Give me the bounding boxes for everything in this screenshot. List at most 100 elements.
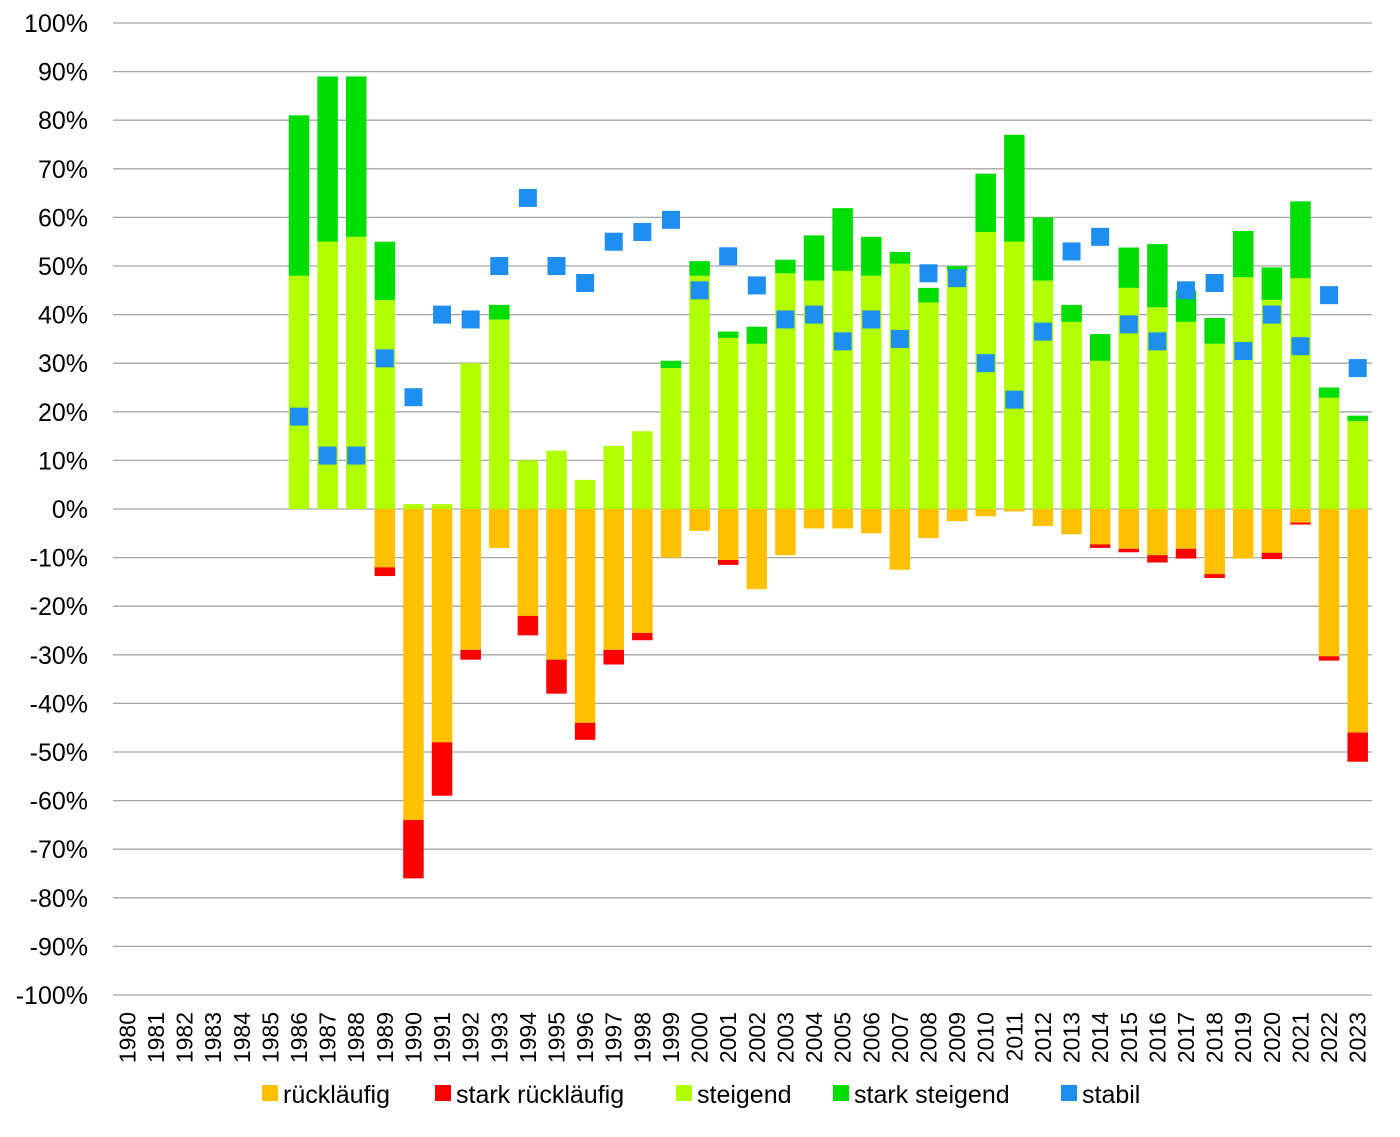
stabil-marker bbox=[1320, 286, 1339, 305]
stabil-marker bbox=[433, 305, 452, 324]
bar-segment bbox=[1089, 334, 1111, 361]
x-tick-label: 2009 bbox=[944, 1012, 970, 1063]
x-tick-label: 2012 bbox=[1030, 1012, 1056, 1063]
x-tick-label: 2017 bbox=[1173, 1012, 1199, 1063]
stabil-marker bbox=[862, 310, 881, 329]
bar-segment bbox=[403, 820, 424, 879]
y-tick-label: 10% bbox=[38, 447, 88, 475]
bar-segment bbox=[946, 266, 968, 271]
stabil-marker bbox=[1205, 274, 1224, 293]
x-tick-label: 1992 bbox=[458, 1012, 484, 1063]
bar-segment bbox=[1318, 397, 1340, 509]
bar-segment bbox=[1261, 509, 1283, 553]
bar-segment bbox=[975, 509, 996, 517]
bar-segment bbox=[317, 76, 338, 242]
bar-segment bbox=[374, 300, 396, 509]
x-tick-label: 1998 bbox=[629, 1012, 655, 1063]
stabil-marker bbox=[1062, 242, 1081, 261]
legend-label: stark rückläufig bbox=[456, 1081, 624, 1109]
bar-segment bbox=[574, 509, 596, 723]
x-tick-label: 1983 bbox=[200, 1012, 226, 1063]
stabil-marker bbox=[375, 349, 394, 368]
bar-segment bbox=[517, 615, 539, 636]
bar-segment bbox=[1290, 201, 1311, 279]
stabil-marker bbox=[461, 310, 480, 329]
bar-segment bbox=[660, 509, 682, 558]
bar-segment bbox=[832, 509, 853, 529]
x-tick-label: 2020 bbox=[1259, 1012, 1285, 1063]
bar-segment bbox=[889, 263, 911, 509]
bar-segment bbox=[803, 235, 825, 281]
y-tick-label: -40% bbox=[30, 690, 88, 718]
bar-segment bbox=[403, 509, 424, 821]
bar-segment bbox=[803, 280, 825, 509]
x-tick-label: 1987 bbox=[315, 1012, 341, 1063]
x-tick-label: 1991 bbox=[429, 1012, 455, 1063]
bar-segment bbox=[1347, 732, 1368, 762]
bar-segment bbox=[431, 509, 453, 743]
x-tick-label: 2016 bbox=[1144, 1012, 1170, 1063]
bar-segment bbox=[975, 173, 996, 232]
bar-segment bbox=[1089, 544, 1111, 548]
bar-segment bbox=[1089, 360, 1111, 509]
bar-segment bbox=[1204, 574, 1225, 579]
bar-segment bbox=[1147, 307, 1168, 509]
stabil-marker bbox=[1177, 281, 1196, 300]
bar-segment bbox=[775, 259, 796, 274]
bar-segment bbox=[918, 287, 939, 303]
bar-segment bbox=[1004, 134, 1025, 242]
x-tick-label: 1999 bbox=[658, 1012, 684, 1063]
x-tick-label: 2010 bbox=[973, 1012, 999, 1063]
bar-segment bbox=[1318, 656, 1340, 661]
y-tick-label: 20% bbox=[38, 399, 88, 427]
legend-swatch bbox=[833, 1085, 849, 1101]
stabil-marker bbox=[289, 407, 308, 426]
bar-segment bbox=[1232, 509, 1254, 559]
y-tick-label: 0% bbox=[52, 496, 88, 524]
bar-segment bbox=[717, 331, 739, 338]
y-tick-label: -100% bbox=[16, 982, 88, 1010]
bar-segment bbox=[861, 509, 882, 534]
bar-segment bbox=[546, 659, 567, 694]
stabil-marker bbox=[1262, 305, 1281, 324]
stabil-marker bbox=[805, 305, 824, 324]
stabil-marker bbox=[347, 446, 366, 465]
x-tick-label: 2000 bbox=[687, 1012, 713, 1063]
x-tick-label: 1984 bbox=[229, 1012, 255, 1063]
x-tick-label: 2007 bbox=[887, 1012, 913, 1063]
bar-segment bbox=[489, 304, 510, 320]
x-tick-label: 2002 bbox=[744, 1012, 770, 1063]
bar-segment bbox=[1118, 548, 1140, 553]
y-tick-label: 100% bbox=[24, 10, 88, 38]
y-axis-tick-labels: 100% 90% 80% 70% 60% 50% 40% 30% 20% 10% 0% -10% -20… bbox=[16, 10, 88, 1010]
stabil-marker bbox=[633, 222, 652, 241]
bar-segment bbox=[1261, 267, 1283, 301]
y-tick-label: 30% bbox=[38, 350, 88, 378]
legend-swatch bbox=[1061, 1085, 1077, 1101]
bar-segment bbox=[460, 363, 481, 509]
stabil-marker bbox=[661, 210, 680, 229]
stabil-marker bbox=[833, 332, 852, 351]
bar-segment bbox=[431, 742, 453, 796]
stabil-marker bbox=[404, 388, 423, 407]
bar-segment bbox=[517, 509, 539, 616]
y-tick-label: -60% bbox=[30, 788, 88, 816]
x-tick-label: 1988 bbox=[343, 1012, 369, 1063]
bar-segment bbox=[1175, 509, 1197, 549]
bar-segment bbox=[660, 368, 682, 509]
legend-swatch bbox=[262, 1085, 278, 1101]
x-tick-label: 1990 bbox=[400, 1012, 426, 1063]
bar-segment bbox=[546, 509, 567, 660]
stabil-markers bbox=[289, 188, 1367, 465]
bar-segment bbox=[1147, 509, 1168, 556]
y-tick-label: -90% bbox=[30, 933, 88, 961]
stabil-marker bbox=[1091, 227, 1110, 246]
bar-segment bbox=[574, 479, 596, 509]
bar-segment bbox=[1061, 304, 1082, 322]
bar-marks bbox=[288, 76, 1368, 879]
x-tick-label: 2003 bbox=[772, 1012, 798, 1063]
stabil-marker bbox=[948, 269, 967, 288]
bar-segment bbox=[1032, 217, 1054, 281]
y-tick-label: 40% bbox=[38, 302, 88, 330]
stabil-marker bbox=[1291, 337, 1310, 356]
